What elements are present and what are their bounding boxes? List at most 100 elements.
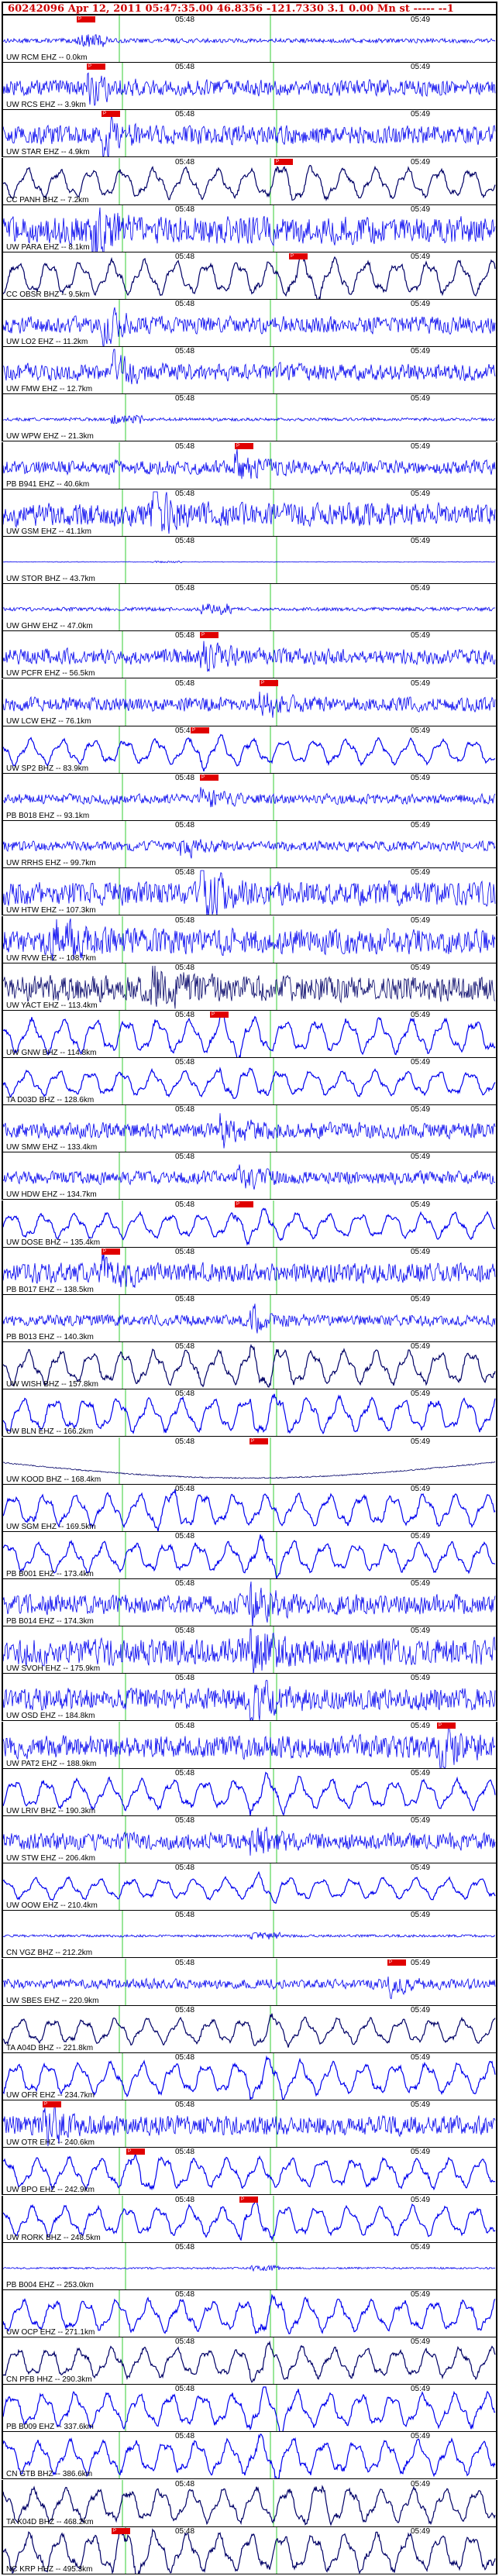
waveform-trace [3, 1870, 496, 1905]
time-label: 05:49 [411, 2432, 431, 2440]
waveform-trace [3, 641, 496, 672]
station-label: UW YACT EHZ -- 113.4km [6, 1001, 98, 1010]
pick-marker[interactable]: P [200, 632, 219, 638]
waveform-plot [3, 1959, 496, 2005]
waveform-trace [3, 1303, 496, 1334]
waveform-plot [3, 1911, 496, 1957]
seismogram-panel: 05:48 05:49 PB B013 EHZ -- 140.3km [2, 1295, 497, 1342]
pick-marker[interactable]: P [274, 159, 293, 165]
waveform-plot [3, 2385, 496, 2431]
waveform-trace [3, 1393, 496, 1435]
waveform-trace [3, 1012, 496, 1057]
pick-marker[interactable]: P [102, 1249, 120, 1255]
time-label: 05:49 [411, 205, 431, 214]
waveform-trace [3, 965, 496, 1009]
pick-marker[interactable]: P [102, 111, 120, 117]
waveform-plot [3, 158, 496, 204]
waveform-plot [3, 537, 496, 583]
pick-marker[interactable]: P [112, 2528, 130, 2534]
time-label: 05:48 [175, 300, 195, 308]
pick-marker[interactable]: P [235, 1201, 253, 1207]
waveform-trace [3, 1628, 496, 1673]
time-label: 05:48 [175, 821, 195, 829]
time-label: 05:49 [411, 2053, 431, 2062]
time-label: 05:49 [411, 1248, 431, 1256]
time-label: 05:48 [175, 537, 195, 545]
pick-marker[interactable]: P [289, 253, 308, 259]
time-label: 05:48 [175, 442, 195, 451]
waveform-plot [3, 2100, 496, 2147]
station-label: PB B001 EHZ -- 173.4km [6, 1570, 94, 1578]
pick-marker[interactable]: P [250, 1438, 268, 1444]
waveform-plot [3, 821, 496, 867]
pick-marker[interactable]: P [437, 1722, 456, 1729]
time-label: 05:48 [175, 63, 195, 71]
seismogram-panel: 05:48 05:49 TA A04D BHZ -- 221.8km [2, 2006, 497, 2053]
time-label: 05:49 [411, 821, 431, 829]
pick-marker[interactable]: P [191, 727, 209, 733]
time-label: 05:48 [175, 1152, 195, 1161]
waveform-trace [3, 2386, 496, 2431]
station-label: UW FMW EHZ -- 12.7km [6, 385, 93, 393]
seismogram-panel: 05:48 05:49 P UW LCW EHZ -- 76.1km [2, 679, 497, 726]
pick-marker[interactable]: P [43, 2101, 61, 2107]
time-label: 05:49 [411, 631, 431, 640]
pick-marker[interactable]: P [260, 680, 278, 686]
pick-marker[interactable]: P [210, 1012, 229, 1018]
waveform-plot [3, 1389, 496, 1436]
station-label: UW STAR EHZ -- 4.9km [6, 148, 90, 156]
station-label: CN VGZ BHZ -- 212.2km [6, 1949, 93, 1957]
pick-marker[interactable]: P [235, 443, 253, 449]
pick-marker[interactable]: P [239, 2196, 258, 2203]
pick-marker[interactable]: P [126, 2148, 145, 2155]
pick-marker[interactable]: P [200, 775, 219, 781]
station-label: PB B009 EHZ -- 337.6km [6, 2423, 94, 2431]
station-label: TA D03D BHZ -- 128.6km [6, 1096, 95, 1104]
station-label: UW OFR EHZ -- 234.7km [6, 2091, 95, 2100]
time-label: 05:48 [175, 1200, 195, 1209]
station-label: UW RRHS EHZ -- 99.7km [6, 859, 96, 867]
waveform-plot [3, 2527, 496, 2574]
time-label: 05:49 [411, 679, 431, 688]
time-label: 05:49 [411, 584, 431, 592]
waveform-trace [3, 2013, 496, 2048]
waveform-plot [3, 1200, 496, 1247]
time-label: 05:49 [411, 1769, 431, 1777]
pick-marker[interactable]: P [387, 1959, 406, 1966]
waveform-plot [3, 394, 496, 441]
time-label: 05:48 [175, 347, 195, 355]
station-label: PB B017 EHZ -- 138.5km [6, 1286, 94, 1294]
seismogram-panel: 05:48 05:49 UW HDW EHZ -- 134.7km [2, 1152, 497, 1200]
time-label: 05:49 [411, 394, 431, 403]
waveform-plot [3, 205, 496, 252]
station-label: UW OSD EHZ -- 184.8km [6, 1712, 95, 1720]
time-label: 05:48 [175, 252, 195, 261]
seismogram-panel: 05:48 05:49 CN PFB HHZ -- 290.3km [2, 2337, 497, 2385]
station-label: UW STOR BHZ -- 43.7km [6, 575, 95, 583]
seismogram-panel: 05:48 05:49 P PB B018 EHZ -- 93.1km [2, 774, 497, 821]
time-label: 05:48 [175, 1911, 195, 1919]
time-label: 05:49 [411, 2290, 431, 2299]
seismogram-panel: 05:48 05:49 P PB B941 EHZ -- 40.6km [2, 442, 497, 489]
pick-marker[interactable]: P [77, 16, 95, 22]
event-title: 60242096 Apr 12, 2011 05:47:35.00 46.835… [8, 3, 454, 15]
time-label: 05:48 [175, 1105, 195, 1114]
waveform-trace [3, 1826, 496, 1856]
time-label: 05:48 [175, 1674, 195, 1682]
seismogram-panel: 05:48 05:49 P UW SBES EHZ -- 220.9km [2, 1959, 497, 2006]
pick-marker[interactable]: P [87, 64, 105, 70]
time-label: 05:49 [411, 2100, 431, 2109]
seismogram-panel: 05:48 05:49 UW RVW EHZ -- 108.7km [2, 916, 497, 963]
waveform-trace [3, 1344, 496, 1388]
seismogram-panel: 05:48 05:49 UW LO2 EHZ -- 11.2km [2, 300, 497, 347]
time-label: 05:49 [411, 1674, 431, 1682]
time-label: 05:48 [175, 1389, 195, 1398]
waveform-trace [3, 603, 496, 615]
seismogram-panel: 05:48 05:49 UW OFR EHZ -- 234.7km [2, 2053, 497, 2100]
waveform-plot [3, 631, 496, 678]
time-label: 05:48 [175, 1816, 195, 1825]
waveform-plot [3, 2432, 496, 2478]
waveform-plot [3, 1342, 496, 1389]
seismogram-panel: 05:48 05:49 TA D03D BHZ -- 128.6km [2, 1058, 497, 1105]
seismogram-panel: 05:48 05:49 UW WPW EHZ -- 21.3km [2, 394, 497, 441]
